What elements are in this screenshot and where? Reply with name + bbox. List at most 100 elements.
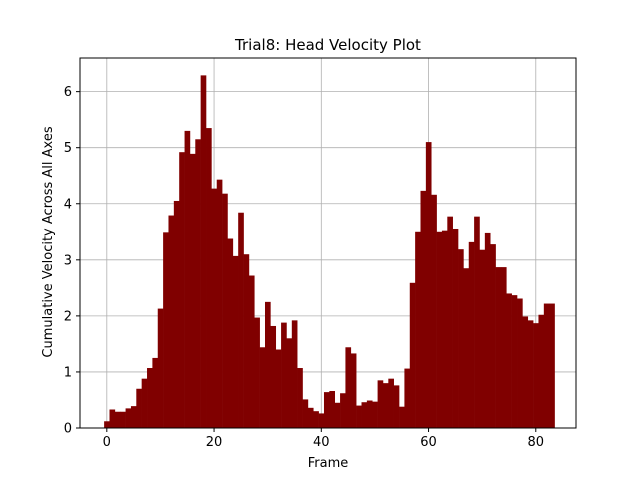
y-tick-label: 5 bbox=[64, 141, 72, 156]
bar bbox=[329, 391, 336, 428]
bar bbox=[259, 347, 266, 428]
bar bbox=[281, 322, 287, 428]
bar bbox=[372, 401, 378, 428]
bar bbox=[222, 193, 228, 428]
bar bbox=[163, 232, 169, 428]
bar bbox=[468, 241, 475, 428]
bar bbox=[549, 303, 555, 428]
bar bbox=[152, 357, 159, 428]
bar bbox=[533, 323, 539, 428]
bars bbox=[104, 75, 555, 429]
bar bbox=[517, 298, 523, 428]
bar bbox=[211, 188, 218, 428]
bar bbox=[522, 316, 529, 428]
bar bbox=[141, 378, 148, 428]
bar bbox=[500, 267, 507, 428]
y-axis-label: Cumulative Velocity Across All Axes bbox=[41, 126, 56, 357]
y-tick-label: 4 bbox=[64, 197, 72, 212]
bar bbox=[248, 275, 255, 428]
x-tick-label: 0 bbox=[103, 435, 111, 450]
bar bbox=[495, 267, 502, 428]
bar bbox=[168, 215, 175, 428]
bar bbox=[291, 320, 298, 428]
bar bbox=[130, 406, 137, 428]
bar bbox=[147, 368, 153, 428]
bar bbox=[189, 153, 196, 428]
bar bbox=[399, 406, 405, 428]
bar bbox=[490, 244, 496, 428]
x-tick-label: 40 bbox=[313, 435, 330, 450]
y-tick-label: 6 bbox=[64, 85, 72, 100]
bar bbox=[286, 338, 293, 428]
bar bbox=[458, 249, 464, 428]
x-tick-label: 60 bbox=[420, 435, 437, 450]
bar bbox=[232, 255, 239, 428]
bar bbox=[302, 399, 309, 428]
bar bbox=[366, 400, 373, 428]
bar bbox=[543, 303, 550, 428]
bar bbox=[254, 317, 260, 428]
bar bbox=[382, 383, 389, 428]
bar bbox=[527, 320, 534, 428]
bar bbox=[179, 152, 185, 428]
bar bbox=[415, 231, 421, 428]
bar bbox=[238, 212, 244, 428]
bar bbox=[227, 238, 234, 428]
bar bbox=[484, 232, 491, 428]
bar bbox=[334, 402, 341, 428]
x-axis-label: Frame bbox=[308, 456, 349, 471]
y-tick-label: 0 bbox=[64, 422, 72, 437]
axes: 0 20 40 60 80 0 1 2 3 4 5 6 bbox=[64, 57, 577, 450]
bar bbox=[243, 254, 250, 428]
bar bbox=[104, 421, 110, 428]
bar bbox=[356, 405, 362, 428]
bar bbox=[109, 409, 116, 428]
bar bbox=[420, 190, 427, 428]
bar bbox=[479, 249, 486, 428]
bar bbox=[452, 228, 459, 428]
y-tick-label: 2 bbox=[64, 309, 72, 324]
bar bbox=[157, 308, 164, 428]
bar bbox=[270, 325, 277, 428]
bar bbox=[195, 139, 201, 428]
bar bbox=[216, 179, 223, 428]
bar bbox=[511, 295, 518, 428]
bar bbox=[388, 378, 394, 428]
bar bbox=[506, 293, 512, 428]
bar bbox=[313, 411, 319, 428]
bar bbox=[377, 380, 384, 428]
chart-title: Trial8: Head Velocity Plot bbox=[234, 36, 421, 54]
bar bbox=[404, 368, 411, 428]
bar bbox=[425, 142, 432, 428]
bar bbox=[136, 388, 142, 428]
bar bbox=[538, 314, 545, 428]
bar bbox=[431, 194, 437, 428]
bar bbox=[206, 128, 212, 429]
bar bbox=[361, 402, 368, 428]
y-tick-label: 1 bbox=[64, 365, 72, 380]
bar bbox=[323, 392, 330, 428]
bar bbox=[200, 75, 207, 428]
bar bbox=[463, 268, 470, 428]
bar bbox=[173, 200, 180, 428]
bar bbox=[307, 407, 314, 428]
bar bbox=[297, 368, 303, 428]
x-tick-label: 80 bbox=[528, 435, 545, 450]
bar bbox=[409, 282, 416, 428]
bar bbox=[275, 349, 282, 428]
bar bbox=[318, 413, 325, 428]
bar bbox=[264, 301, 271, 428]
bar bbox=[441, 230, 448, 428]
bar bbox=[393, 385, 400, 428]
bar bbox=[184, 130, 191, 428]
bar bbox=[474, 216, 480, 428]
bar bbox=[447, 216, 453, 428]
bar bbox=[114, 411, 121, 428]
bar bbox=[340, 393, 346, 428]
bar bbox=[345, 347, 352, 428]
bar bbox=[350, 353, 357, 428]
bar bbox=[120, 411, 126, 428]
x-tick-label: 20 bbox=[206, 435, 223, 450]
y-tick-label: 3 bbox=[64, 253, 72, 268]
